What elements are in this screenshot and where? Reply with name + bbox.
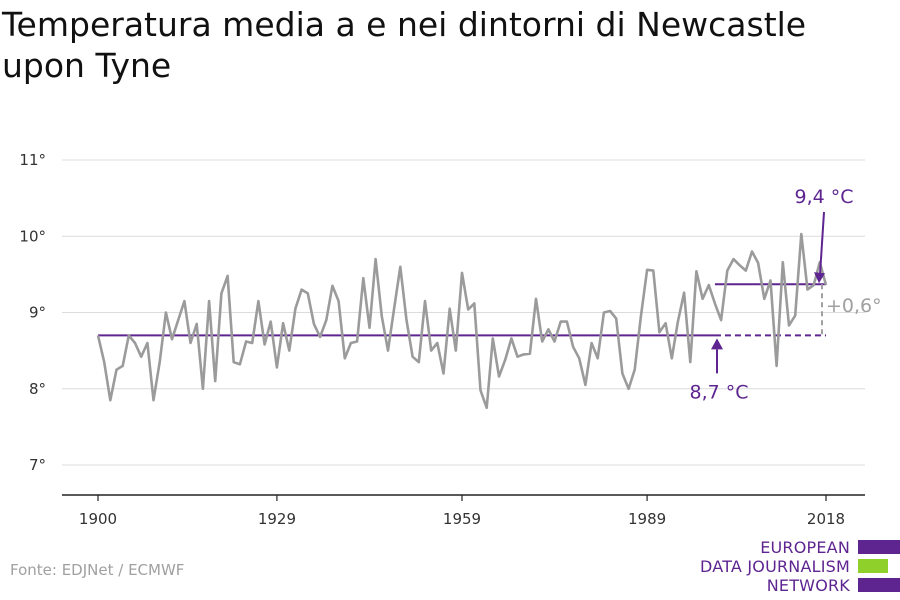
x-tick-label: 1989 — [628, 510, 666, 528]
y-tick-label: 11° — [19, 151, 46, 169]
baseline-label: 8,7 °C — [689, 381, 748, 403]
logo-bar-green — [858, 559, 888, 573]
logo-line-3: NETWORK — [766, 576, 850, 595]
annotations: 9,4 °C 8,7 °C +0,6° — [689, 186, 881, 403]
recent-arrow-head — [814, 272, 825, 284]
x-tick-label: 1929 — [258, 510, 296, 528]
source-note: Fonte: EDJNet / ECMWF — [10, 561, 185, 579]
y-tick-label: 9° — [29, 304, 46, 322]
y-tick-label: 10° — [19, 227, 46, 245]
recent-average-label: 9,4 °C — [794, 186, 853, 208]
logo-bar-purple-top — [858, 540, 900, 554]
recent-arrow-shaft — [819, 211, 825, 275]
edjnet-logo: EUROPEAN DATA JOURNALISM NETWORK — [700, 538, 900, 596]
chart-title: Temperatura media a e nei dintorni di Ne… — [2, 5, 807, 85]
y-axis: 7° 8° 9° 10° 11° — [19, 151, 46, 474]
x-tick-label: 1900 — [79, 510, 117, 528]
x-tick-label: 2018 — [807, 510, 845, 528]
x-tick-label: 1959 — [443, 510, 481, 528]
series-layer — [96, 232, 828, 410]
baseline-arrow-head — [711, 338, 723, 350]
logo-line-2: DATA JOURNALISM — [700, 557, 850, 576]
x-axis: 1900 1929 1959 1989 2018 — [62, 494, 865, 528]
logo-line-1: EUROPEAN — [760, 538, 850, 557]
difference-label: +0,6° — [826, 295, 882, 317]
y-tick-label: 8° — [29, 380, 46, 398]
logo-bar-purple-bottom — [858, 578, 900, 592]
grid-lines — [62, 159, 865, 466]
y-tick-label: 7° — [29, 456, 46, 474]
temperature-series-line — [96, 232, 828, 410]
